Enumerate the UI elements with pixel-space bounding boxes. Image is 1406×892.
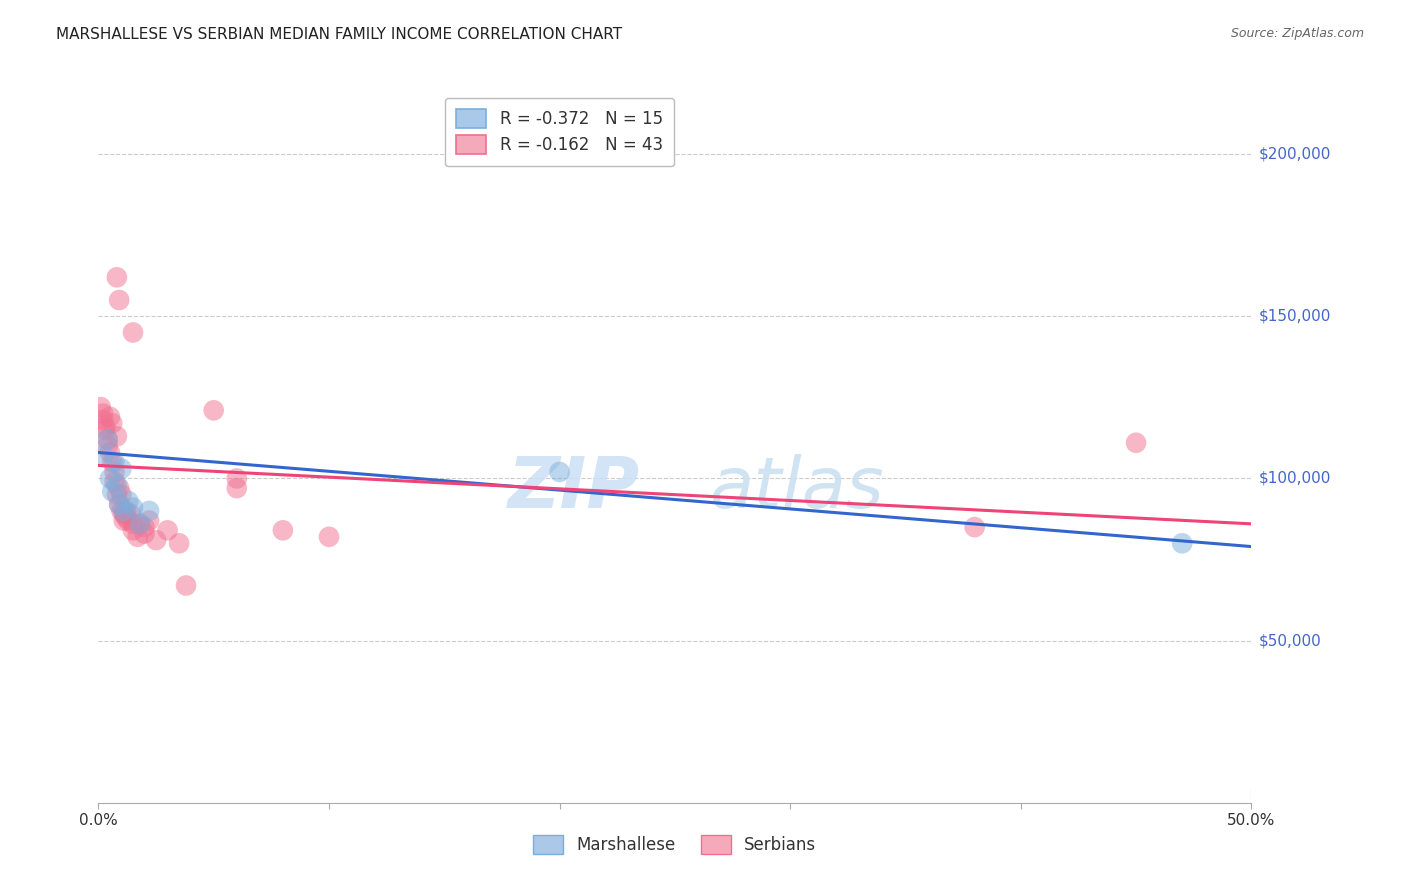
Point [91,407,114,421]
Point [101,484,124,499]
Point [110,504,132,518]
Point [94,419,117,434]
Point [138,514,160,528]
Point [101,417,124,431]
Point [156,524,179,538]
Point [91,413,114,427]
Point [167,536,190,550]
Text: ZIP: ZIP [508,454,640,524]
Point [108,497,131,511]
Legend: Marshallese, Serbians: Marshallese, Serbians [522,823,828,866]
Point [110,461,132,475]
Point [145,533,167,547]
Point [101,455,124,469]
Point [91,449,114,463]
Point [127,530,149,544]
Point [105,488,128,502]
Point [122,326,145,340]
Point [120,507,142,521]
Point [1171,536,1194,550]
Point [110,488,132,502]
Point [174,578,197,592]
Point [108,481,131,495]
Point [117,494,139,508]
Point [98,409,121,424]
Point [98,445,121,459]
Point [963,520,986,534]
Point [122,500,145,515]
Point [112,514,135,528]
Point [97,433,120,447]
Point [129,516,152,531]
Point [105,429,128,443]
Point [112,507,135,521]
Point [318,530,340,544]
Point [548,465,571,479]
Point [103,475,125,489]
Text: $100,000: $100,000 [1258,471,1330,486]
Point [129,516,152,531]
Point [1125,435,1147,450]
Point [105,478,128,492]
Point [105,270,128,285]
Point [271,524,294,538]
Point [97,439,120,453]
Point [97,433,120,447]
Point [115,504,138,518]
Point [225,481,247,495]
Point [108,293,131,307]
Point [202,403,225,417]
Point [122,524,145,538]
Point [90,400,112,414]
Point [94,423,117,437]
Point [225,471,247,485]
Point [138,504,160,518]
Point [117,514,139,528]
Point [108,497,131,511]
Text: $50,000: $50,000 [1258,633,1322,648]
Point [103,455,125,469]
Text: $200,000: $200,000 [1258,146,1330,161]
Text: Source: ZipAtlas.com: Source: ZipAtlas.com [1230,27,1364,40]
Point [112,504,135,518]
Text: MARSHALLESE VS SERBIAN MEDIAN FAMILY INCOME CORRELATION CHART: MARSHALLESE VS SERBIAN MEDIAN FAMILY INC… [56,27,623,42]
Text: $150,000: $150,000 [1258,309,1330,324]
Text: atlas: atlas [710,454,884,524]
Point [134,520,156,534]
Point [115,510,138,524]
Point [134,526,156,541]
Point [122,516,145,531]
Point [103,465,125,479]
Point [98,471,121,485]
